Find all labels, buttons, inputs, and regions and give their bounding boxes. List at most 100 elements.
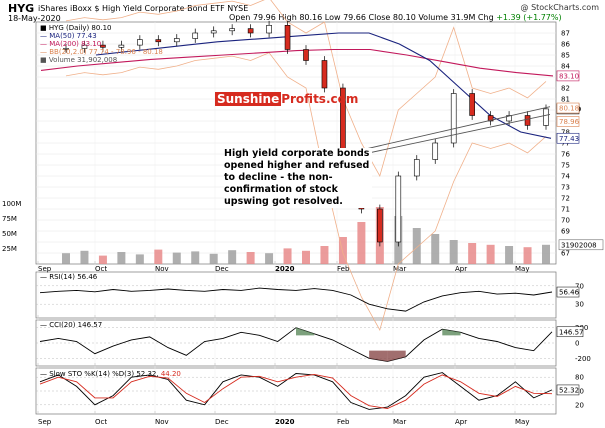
price-y-tick: 75 bbox=[561, 162, 570, 170]
volume-bar bbox=[302, 250, 310, 264]
sto-k-box bbox=[556, 384, 580, 396]
price-y-tick: 69 bbox=[561, 228, 570, 236]
volume-bar bbox=[98, 255, 107, 264]
ma50-line bbox=[95, 32, 552, 139]
volume-bar bbox=[283, 248, 292, 264]
price-y-tick: 82 bbox=[561, 85, 570, 93]
bb-upper-line bbox=[65, 0, 547, 178]
cci-neg-area bbox=[369, 350, 388, 362]
chart-date: 18-May-2020 bbox=[8, 14, 61, 23]
low-label: Low bbox=[324, 13, 341, 22]
trendline-upper bbox=[353, 106, 551, 153]
candle-body bbox=[469, 93, 475, 116]
legend-bb: — BB(20,2.0) 77.74 - 78.96 - 80.18 bbox=[40, 48, 163, 56]
x-label-bottom: Sep bbox=[38, 418, 52, 426]
x-label-bottom: Oct bbox=[95, 418, 107, 426]
candle-body bbox=[321, 60, 328, 89]
candle-body bbox=[450, 93, 457, 144]
price-label-box-ma50 bbox=[556, 132, 580, 144]
chg-value: +1.39 (+1.77%) bbox=[496, 13, 562, 22]
price-y-tick: 72 bbox=[561, 195, 570, 203]
cci-pos-area bbox=[296, 327, 315, 336]
price-label-bb_mid: 78.96 bbox=[559, 118, 580, 126]
price-y-tick: 74 bbox=[561, 173, 570, 181]
volume-bar bbox=[468, 243, 477, 264]
candle-body bbox=[506, 115, 512, 122]
sto-y-tick: 80 bbox=[575, 374, 584, 382]
security-name: iShares iBoxx $ High Yield Corporate Bon… bbox=[38, 4, 249, 13]
copyright: @ StockCharts.com bbox=[520, 3, 599, 12]
volume-bar bbox=[135, 254, 144, 264]
candle-body bbox=[137, 39, 143, 46]
candle-body bbox=[524, 115, 531, 126]
x-label-top: Apr bbox=[455, 265, 467, 273]
volume-axis-tick: 75M bbox=[2, 215, 17, 223]
candle-body bbox=[155, 39, 162, 43]
close-value: 80.10 bbox=[392, 13, 416, 22]
bb-lower-line bbox=[65, 52, 547, 332]
price-y-tick: 86 bbox=[561, 41, 570, 49]
x-label-bottom: Dec bbox=[215, 418, 229, 426]
x-label-bottom: Apr bbox=[455, 418, 467, 426]
price-label-box-ma200 bbox=[556, 70, 580, 82]
candle-body bbox=[173, 38, 180, 43]
x-label-top: Oct bbox=[95, 265, 107, 273]
x-label-top: Sep bbox=[38, 265, 52, 273]
open-label: Open bbox=[229, 13, 251, 22]
trendline-lower bbox=[353, 113, 551, 157]
x-label-top: May bbox=[515, 265, 529, 273]
x-label-top: Feb bbox=[337, 265, 350, 273]
x-label-top: 2020 bbox=[275, 265, 295, 273]
price-y-tick: 81 bbox=[561, 96, 570, 104]
volume-bar bbox=[154, 249, 163, 264]
volume-label: Volume bbox=[418, 13, 449, 22]
rsi-line bbox=[39, 287, 553, 312]
rsi-y-tick: 70 bbox=[575, 282, 584, 290]
volume-bar bbox=[320, 246, 329, 264]
candle-body bbox=[432, 142, 439, 160]
candle-body bbox=[247, 28, 254, 34]
volume-bar bbox=[542, 244, 550, 264]
price-label-ma50: 77.43 bbox=[559, 135, 579, 143]
volume-bar bbox=[449, 240, 458, 264]
volume-bar bbox=[80, 250, 89, 264]
volume-bar bbox=[412, 228, 421, 264]
candle-body bbox=[395, 175, 402, 243]
price-y-tick: 87 bbox=[561, 30, 570, 38]
legend-cci: — CCI(20) 146.57 bbox=[40, 321, 103, 329]
candle-body bbox=[543, 108, 549, 126]
legend-volume: ■ Volume 31,902,008 bbox=[40, 56, 118, 64]
volume-bar bbox=[357, 222, 366, 264]
legend-ma200: — MA(200) 83.10 bbox=[40, 40, 102, 48]
volume-bar bbox=[505, 246, 514, 264]
high-label: High bbox=[278, 13, 297, 22]
open-value: 79.96 bbox=[252, 13, 276, 22]
cci-neg-area bbox=[387, 350, 406, 362]
sto-y-tick: 50 bbox=[575, 388, 584, 396]
rsi-panel bbox=[35, 271, 557, 319]
candle-body bbox=[413, 159, 420, 177]
volume-axis-tick: 100M bbox=[2, 200, 21, 208]
sto-y-tick: 20 bbox=[575, 401, 584, 409]
cci-y-tick: 0 bbox=[575, 340, 579, 348]
sto-k-value: 52.32 bbox=[559, 386, 579, 394]
chg-label: Chg bbox=[477, 13, 494, 22]
volume-last-box bbox=[558, 239, 604, 251]
rsi-value-box bbox=[556, 286, 580, 298]
cci-value-box bbox=[556, 326, 584, 338]
candle-body bbox=[487, 115, 494, 122]
x-label-bottom: Nov bbox=[155, 418, 169, 426]
volume-axis-tick: 25M bbox=[2, 245, 17, 253]
legend-ma50: — MA(50) 77.43 bbox=[40, 32, 97, 40]
candle-body bbox=[303, 49, 309, 61]
candle-body bbox=[377, 208, 383, 243]
price-y-tick: 67 bbox=[561, 250, 570, 258]
legend-rsi: — RSI(14) 56.46 bbox=[40, 273, 98, 281]
candle-body bbox=[229, 28, 235, 32]
volume-bar bbox=[431, 234, 440, 264]
price-y-tick: 70 bbox=[561, 217, 570, 225]
price-y-tick: 73 bbox=[561, 184, 570, 192]
x-label-bottom: May bbox=[515, 418, 529, 426]
volume-last-value: 31902008 bbox=[561, 241, 597, 249]
x-label-top: Mar bbox=[393, 265, 406, 273]
